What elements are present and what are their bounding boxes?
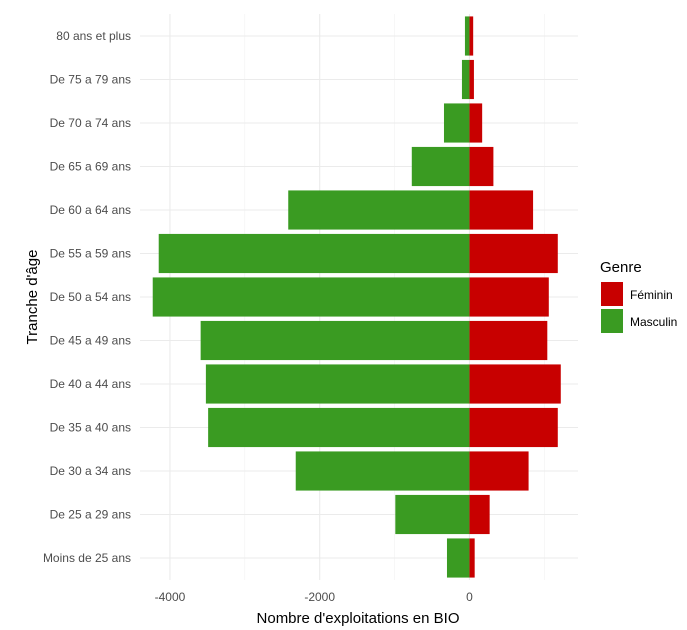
y-tick-label: De 40 a 44 ans bbox=[50, 377, 131, 391]
bar-feminin bbox=[469, 190, 534, 230]
y-tick-labels: Moins de 25 ans De 25 a 29 ans De 30 a 34 … bbox=[43, 29, 131, 565]
bar-feminin bbox=[469, 320, 548, 361]
bar-masculin bbox=[411, 146, 470, 187]
bar-masculin bbox=[461, 59, 470, 100]
bar-feminin bbox=[469, 103, 483, 143]
y-tick-label: Moins de 25 ans bbox=[43, 551, 131, 565]
legend: Genre Féminin Masculin bbox=[600, 259, 677, 333]
legend-title: Genre bbox=[600, 259, 642, 276]
y-tick-label: De 70 a 74 ans bbox=[50, 116, 131, 130]
bar-masculin bbox=[464, 16, 470, 56]
bar-feminin bbox=[469, 364, 561, 404]
legend-key-1 bbox=[601, 309, 623, 333]
legend-items: Féminin Masculin bbox=[601, 282, 677, 333]
bar-masculin bbox=[200, 320, 470, 361]
x-tick-label: 0 bbox=[466, 590, 473, 604]
bar-feminin bbox=[469, 538, 475, 578]
bar-feminin bbox=[469, 494, 490, 535]
bar-feminin bbox=[469, 233, 558, 274]
bar-masculin bbox=[443, 103, 470, 143]
y-tick-label: De 30 a 34 ans bbox=[50, 464, 131, 478]
y-tick-label: De 45 a 49 ans bbox=[50, 334, 131, 348]
bar-masculin bbox=[158, 233, 470, 274]
y-tick-label: De 50 a 54 ans bbox=[50, 290, 131, 304]
y-tick-label: De 25 a 29 ans bbox=[50, 508, 131, 522]
bar-feminin bbox=[469, 277, 549, 317]
x-tick-label: -4000 bbox=[155, 590, 186, 604]
x-axis-title: Nombre d'exploitations en BIO bbox=[257, 610, 460, 627]
bar-masculin bbox=[395, 494, 470, 535]
bar-masculin bbox=[205, 364, 470, 404]
x-tick-labels: -4000 -2000 0 bbox=[155, 590, 473, 604]
bar-masculin bbox=[295, 451, 470, 491]
bar-masculin bbox=[288, 190, 470, 230]
legend-key-0 bbox=[601, 282, 623, 306]
y-tick-label: De 75 a 79 ans bbox=[50, 73, 131, 87]
bar-masculin bbox=[208, 407, 470, 448]
legend-label: Féminin bbox=[630, 288, 673, 302]
bar-feminin bbox=[469, 407, 558, 448]
bar-feminin bbox=[469, 146, 494, 187]
x-tick-label: -2000 bbox=[304, 590, 335, 604]
bar-feminin bbox=[469, 451, 529, 491]
bar-masculin bbox=[152, 277, 470, 317]
y-tick-label: 80 ans et plus bbox=[56, 29, 131, 43]
bar-feminin bbox=[469, 59, 474, 100]
y-tick-label: De 55 a 59 ans bbox=[50, 247, 131, 261]
y-tick-label: De 60 a 64 ans bbox=[50, 203, 131, 217]
bar-layer bbox=[152, 16, 561, 578]
legend-label: Masculin bbox=[630, 315, 677, 329]
bar-masculin bbox=[446, 538, 470, 578]
y-axis-title: Tranche d'âge bbox=[24, 250, 41, 345]
bar-feminin bbox=[469, 16, 474, 56]
y-tick-label: De 35 a 40 ans bbox=[50, 421, 131, 435]
y-tick-label: De 65 a 69 ans bbox=[50, 160, 131, 174]
